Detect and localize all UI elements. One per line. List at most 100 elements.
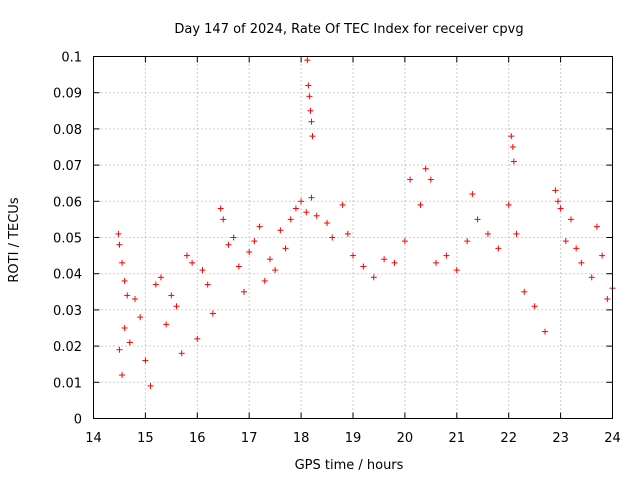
- x-tick-label: 18: [293, 431, 310, 446]
- data-point: [116, 241, 123, 248]
- data-point: [422, 165, 429, 172]
- data-point: [235, 263, 242, 270]
- data-point: [303, 209, 310, 216]
- data-point: [464, 238, 471, 245]
- x-tick-label: 21: [449, 431, 466, 446]
- chart-title: Day 147 of 2024, Rate Of TEC Index for r…: [174, 22, 523, 37]
- data-point: [324, 220, 331, 227]
- data-point: [509, 144, 516, 150]
- data-point: [282, 245, 289, 252]
- data-point: [360, 263, 367, 270]
- data-point: [119, 372, 126, 379]
- data-point: [298, 198, 305, 205]
- data-point: [307, 107, 314, 114]
- data-point: [261, 277, 268, 284]
- data-point: [246, 248, 253, 255]
- y-axis-label: ROTI / TECUs: [7, 197, 22, 282]
- x-tick-label: 17: [241, 431, 258, 446]
- data-point: [251, 238, 258, 245]
- data-point: [225, 241, 232, 248]
- data-point: [115, 230, 122, 237]
- data-point: [152, 281, 159, 288]
- data-point: [287, 216, 294, 223]
- x-tick-labels: 14 15 16 17 18 19 20 21 22 23 24: [85, 431, 621, 446]
- data-point: [183, 252, 190, 259]
- data-point: [339, 201, 346, 208]
- data-point: [241, 288, 248, 295]
- data-point: [567, 216, 574, 223]
- data-point: [469, 191, 476, 198]
- data-point: [578, 259, 585, 266]
- data-point: [381, 256, 388, 263]
- data-point: [308, 194, 315, 201]
- data-point: [588, 274, 595, 281]
- data-point: [573, 245, 580, 252]
- y-tick-label: 0.01: [53, 376, 82, 391]
- data-point: [292, 205, 299, 212]
- data-point: [121, 277, 128, 284]
- data-point: [593, 223, 600, 230]
- data-point: [277, 227, 284, 234]
- data-point: [344, 230, 351, 237]
- y-tick-label: 0.06: [53, 195, 82, 210]
- y-tick-label: 0: [74, 413, 82, 428]
- data-point: [513, 230, 520, 237]
- data-point: [329, 234, 336, 241]
- data-point: [230, 234, 237, 241]
- data-point: [604, 296, 611, 303]
- grid-lines: [93, 56, 613, 419]
- y-tick-label: 0.03: [53, 304, 82, 319]
- data-point: [453, 267, 460, 274]
- axis-ticks: [93, 56, 613, 419]
- data-point: [555, 198, 562, 205]
- data-point: [194, 335, 201, 342]
- data-point: [142, 357, 149, 364]
- data-point: [350, 252, 356, 259]
- data-point: [484, 230, 491, 237]
- data-point: [126, 339, 133, 346]
- data-point: [599, 252, 606, 259]
- data-point: [305, 82, 312, 89]
- data-point: [209, 310, 216, 317]
- x-tick-label: 22: [500, 431, 517, 446]
- data-point: [313, 212, 320, 219]
- x-axis-label: GPS time / hours: [295, 458, 404, 473]
- data-point: [163, 321, 170, 328]
- x-tick-label: 19: [345, 431, 362, 446]
- data-point: [173, 303, 180, 310]
- data-point: [531, 303, 538, 310]
- data-point: [521, 288, 528, 295]
- data-point: [132, 296, 139, 303]
- data-point: [220, 216, 227, 223]
- data-point: [443, 252, 450, 259]
- data-point: [474, 216, 481, 223]
- data-point: [542, 328, 549, 335]
- data-point: [304, 57, 311, 64]
- data-point: [495, 245, 502, 252]
- data-points: [115, 57, 616, 389]
- y-tick-label: 0.04: [53, 268, 82, 283]
- data-point: [427, 176, 434, 183]
- data-point: [256, 223, 263, 230]
- x-tick-label: 24: [604, 431, 621, 446]
- data-point: [124, 292, 131, 299]
- data-point: [562, 238, 569, 245]
- data-point: [272, 267, 279, 274]
- data-point: [119, 259, 126, 266]
- data-point: [157, 274, 164, 281]
- data-point: [217, 205, 224, 212]
- data-point: [407, 176, 414, 183]
- data-point: [510, 158, 517, 165]
- data-point: [508, 133, 515, 140]
- y-tick-label: 0.08: [53, 123, 82, 138]
- data-point: [306, 93, 313, 100]
- data-point: [417, 201, 424, 208]
- x-tick-label: 16: [189, 431, 206, 446]
- data-point: [557, 205, 564, 212]
- y-tick-label: 0.1: [61, 51, 82, 66]
- data-point: [116, 346, 123, 353]
- data-point: [199, 267, 206, 274]
- data-point: [391, 259, 398, 266]
- x-tick-label: 20: [397, 431, 414, 446]
